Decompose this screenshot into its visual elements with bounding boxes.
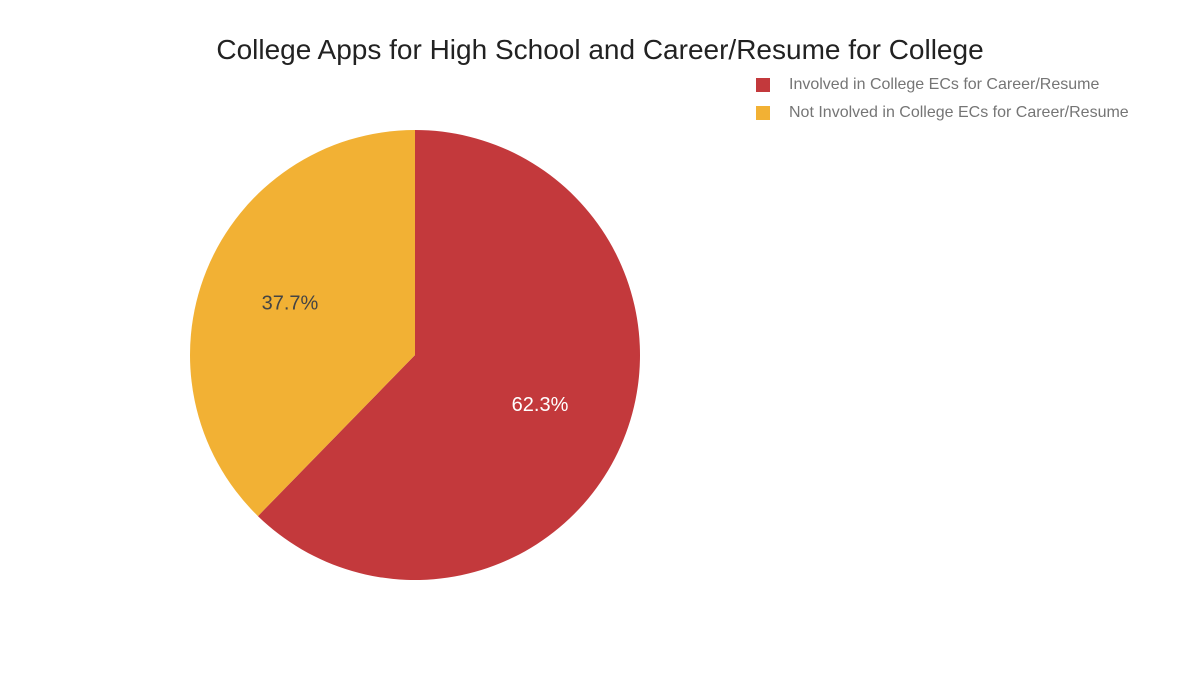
legend-label-not-involved: Not Involved in College ECs for Career/R… <box>789 104 1129 121</box>
slice-label-not-involved: 37.7% <box>262 292 319 314</box>
legend-item-not-involved[interactable]: Not Involved in College ECs for Career/R… <box>756 99 1129 127</box>
slice-label-involved: 62.3% <box>512 394 569 416</box>
legend-swatch-not-involved <box>756 106 770 120</box>
pie-slice-involved[interactable] <box>257 130 640 580</box>
legend-label-involved: Involved in College ECs for Career/Resum… <box>789 76 1100 93</box>
legend-swatch-involved <box>756 78 770 92</box>
chart-title: College Apps for High School and Career/… <box>216 34 984 65</box>
pie-slice-not-involved[interactable] <box>190 130 415 517</box>
legend: Involved in College ECs for Career/Resum… <box>756 71 1129 127</box>
legend-item-involved[interactable]: Involved in College ECs for Career/Resum… <box>756 71 1129 99</box>
